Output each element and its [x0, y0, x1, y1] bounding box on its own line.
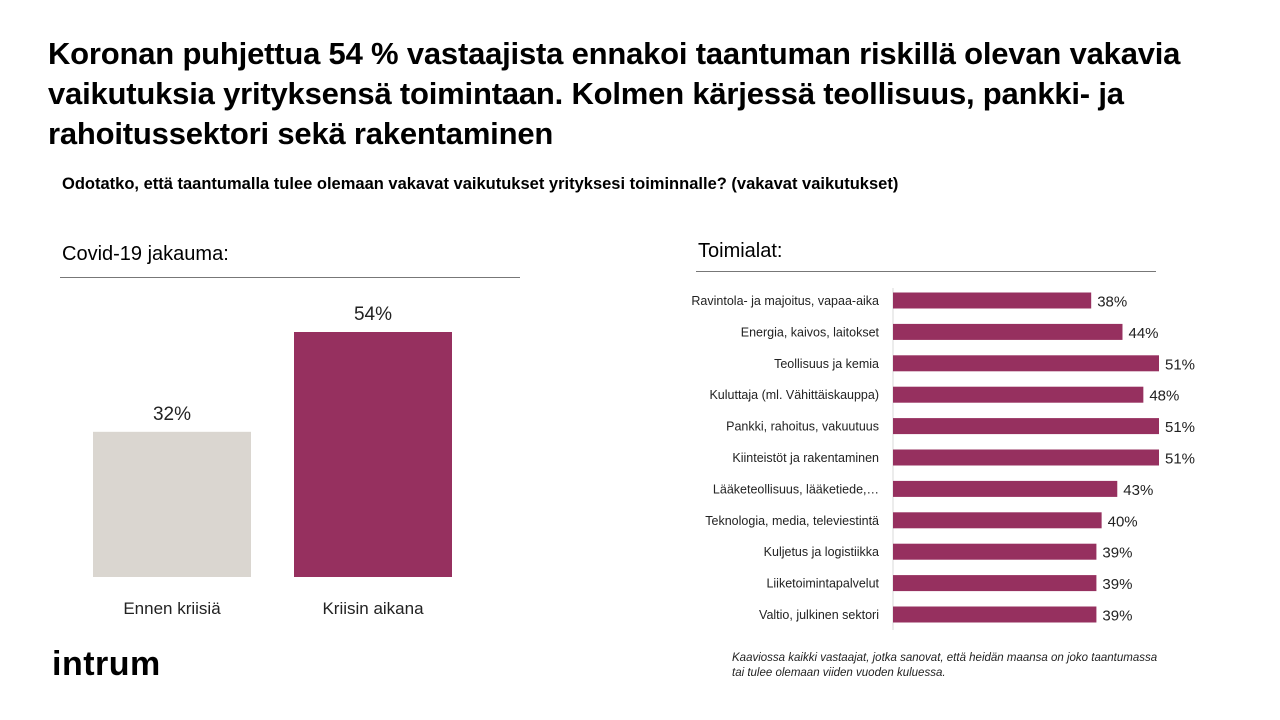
- industry-bar: [893, 480, 1118, 497]
- covid-value-label: 32%: [153, 404, 191, 425]
- industry-category-label: Energia, kaivos, laitokset: [741, 325, 880, 339]
- industry-bar: [893, 449, 1159, 466]
- industry-category-label: Kuljetus ja logistiikka: [764, 545, 879, 559]
- industry-category-label: Liiketoimintapalvelut: [766, 577, 879, 591]
- page-title: Koronan puhjettua 54 % vastaajista ennak…: [48, 36, 1181, 151]
- industry-bar: [893, 575, 1097, 592]
- industry-bar: [893, 323, 1123, 340]
- industry-value-label: 51%: [1165, 451, 1195, 468]
- covid-category-label: Kriisin aikana: [322, 599, 424, 618]
- industry-value-label: 39%: [1102, 608, 1132, 625]
- industry-value-label: 51%: [1165, 419, 1195, 436]
- industry-bar: [893, 606, 1097, 623]
- covid-bar-2: [294, 332, 452, 577]
- industry-category-label: Pankki, rahoitus, vakuutuus: [726, 420, 879, 434]
- industry-value-label: 48%: [1149, 388, 1179, 405]
- industry-value-label: 40%: [1108, 513, 1138, 530]
- covid-value-label: 54%: [354, 304, 392, 325]
- covid-category-label: Ennen kriisiä: [123, 599, 221, 618]
- intrum-logo: intrum: [52, 645, 161, 683]
- covid-title-divider: [60, 277, 520, 278]
- industry-category-label: Teollisuus ja kemia: [774, 357, 879, 371]
- industry-value-label: 39%: [1102, 545, 1132, 562]
- industry-value-label: 39%: [1102, 576, 1132, 593]
- industry-bar: [893, 386, 1144, 403]
- industry-chart-title: Toimialat:: [698, 240, 783, 262]
- industry-value-label: 38%: [1097, 294, 1127, 311]
- industry-title-divider: [696, 271, 1156, 272]
- industry-category-label: Kiinteistöt ja rakentaminen: [732, 451, 879, 465]
- industry-value-label: 51%: [1165, 356, 1195, 373]
- covid-bar-1: [93, 431, 251, 577]
- industry-category-label: Kuluttaja (ml. Vähittäiskauppa): [709, 388, 879, 402]
- industry-category-label: Teknologia, media, televiestintä: [705, 514, 879, 528]
- industry-bar: [893, 418, 1159, 435]
- covid-chart-title: Covid-19 jakauma:: [62, 243, 229, 265]
- survey-question: Odotatko, että taantumalla tulee olemaan…: [62, 175, 899, 193]
- industry-category-label: Ravintola- ja majoitus, vapaa-aika: [691, 294, 879, 308]
- industry-value-label: 44%: [1128, 325, 1158, 342]
- industry-value-label: 43%: [1123, 482, 1153, 499]
- footnote: Kaaviossa kaikki vastaajat, jotka sanova…: [732, 652, 1158, 679]
- industry-category-label: Lääketeollisuus, lääketiede,…: [713, 482, 879, 496]
- industry-bar: [893, 512, 1102, 529]
- industry-category-label: Valtio, julkinen sektori: [759, 608, 879, 622]
- industry-bar: [893, 292, 1092, 309]
- industry-bar: [893, 543, 1097, 560]
- industry-bar: [893, 355, 1159, 372]
